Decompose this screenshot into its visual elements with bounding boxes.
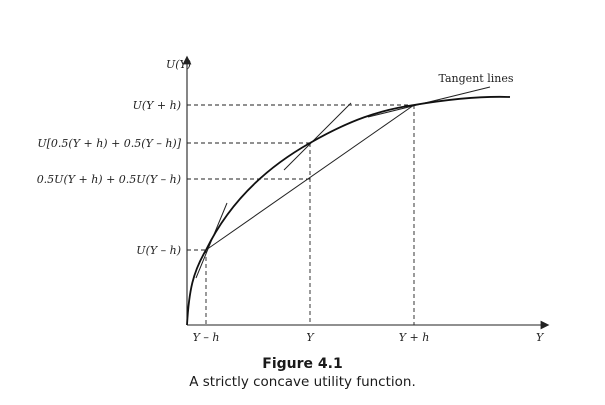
- label-expected-u: 0.5U(Y + h) + 0.5U(Y – h): [37, 173, 181, 186]
- label-y: Y: [306, 331, 315, 344]
- figure-caption: A strictly concave utility function.: [189, 374, 416, 390]
- x-axis-label: Y: [536, 331, 545, 344]
- tangent-lines-label: Tangent lines: [439, 72, 514, 85]
- chord-line: [205, 104, 415, 251]
- label-y-minus-h: Y – h: [193, 331, 220, 344]
- figure-title: Figure 4.1: [262, 356, 343, 372]
- y-axis-label: U(Y): [166, 58, 191, 71]
- label-y-plus-h: Y + h: [399, 331, 430, 344]
- label-u-y-plus-h: U(Y + h): [133, 99, 181, 112]
- utility-curve: [186, 95, 511, 326]
- label-u-mean: U[0.5(Y + h) + 0.5(Y – h)]: [37, 137, 181, 150]
- tangent-line-mid: [283, 102, 352, 171]
- label-u-y-minus-h: U(Y – h): [136, 244, 181, 257]
